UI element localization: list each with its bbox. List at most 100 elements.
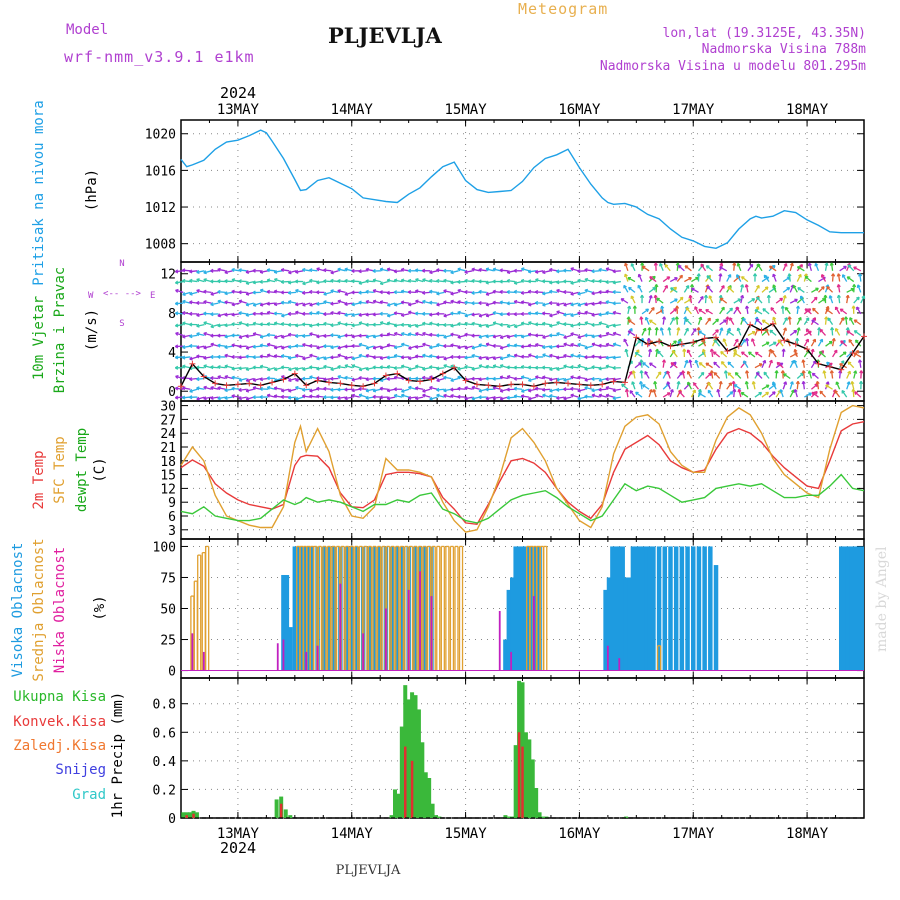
wind-barb-head — [429, 386, 433, 390]
wind-barb-head — [542, 293, 546, 296]
wind-barb — [621, 383, 629, 390]
wind-barb — [443, 394, 452, 398]
wind-barb-head — [605, 301, 609, 305]
wind-barb-head — [245, 355, 249, 359]
wind-barb-head — [549, 379, 553, 382]
precip-bar — [503, 815, 508, 818]
wind-barb — [671, 350, 678, 358]
wind-barb — [542, 270, 551, 274]
wind-barb — [642, 384, 650, 390]
wind-barb-head — [330, 369, 334, 372]
wind-barb-head — [196, 366, 200, 370]
wind-barb — [401, 301, 410, 304]
wind-barb — [231, 268, 240, 272]
wind-barb-head — [393, 367, 398, 371]
wind-barb — [689, 359, 693, 368]
wind-barb-head — [252, 356, 256, 360]
wind-barb-head — [196, 314, 200, 317]
precip-bar — [406, 699, 411, 818]
wind-barb — [846, 370, 851, 379]
wind-barb — [761, 360, 766, 368]
wind-barb — [676, 274, 683, 282]
wind-barb-head — [344, 314, 348, 317]
series-line — [180, 404, 865, 533]
wind-barb — [450, 270, 459, 274]
wind-barb-head — [414, 312, 419, 316]
wind-barb — [514, 324, 523, 328]
wind-barb-head — [415, 300, 419, 304]
wind-barb — [457, 387, 466, 390]
wind-barb-head — [330, 378, 334, 381]
wind-barb — [358, 270, 367, 273]
wind-barb-head — [727, 327, 731, 331]
wind-barb-head — [685, 285, 689, 288]
wind-barb — [175, 396, 184, 399]
wind-barb — [182, 365, 191, 369]
wind-barb — [196, 396, 205, 400]
wind-barb-head — [541, 367, 546, 370]
wind-barb — [295, 377, 304, 382]
wind-barb — [485, 365, 494, 369]
wind-barb — [528, 321, 537, 326]
wind-barb — [464, 396, 473, 400]
wind-barb-head — [741, 351, 744, 356]
wind-barb — [528, 344, 537, 347]
wind-barb — [584, 367, 593, 370]
wind-barb — [443, 279, 452, 283]
y-tick-label: 25 — [160, 634, 176, 649]
wind-barb — [697, 371, 705, 379]
wind-barb — [358, 354, 367, 358]
wind-barb-head — [485, 304, 490, 307]
wind-barb-head — [316, 303, 320, 306]
wind-barb-head — [273, 395, 277, 399]
wind-barb — [777, 339, 784, 347]
wind-barb-head — [605, 343, 609, 347]
wind-barb — [358, 301, 367, 304]
wind-barb — [351, 388, 360, 392]
cloud-bar — [838, 546, 844, 671]
wind-barb-head — [309, 312, 313, 316]
wind-barb-head — [563, 304, 567, 307]
wind-barb — [358, 322, 367, 326]
wind-barb-head — [549, 395, 553, 399]
wind-barb-head — [316, 347, 320, 350]
wind-barb — [698, 392, 706, 398]
wind-barb-head — [542, 376, 546, 380]
wind-barb-head — [280, 269, 284, 273]
wind-barb-head — [464, 301, 468, 305]
wind-barb — [796, 381, 799, 390]
wind-barb — [738, 389, 742, 398]
wind-barb — [556, 289, 565, 293]
wind-barb-head — [231, 269, 235, 272]
wind-barb — [570, 376, 579, 380]
wind-barb — [429, 333, 438, 337]
wind-barb — [785, 307, 791, 315]
wind-barb — [429, 366, 438, 369]
wind-barb-head — [358, 270, 362, 274]
day-label-top: 14MAY — [331, 102, 374, 118]
wind-barb-head — [732, 262, 735, 266]
day-label-top: 15MAY — [445, 102, 488, 118]
wind-barb — [238, 269, 247, 272]
wind-barb — [358, 343, 367, 347]
wind-barb — [598, 344, 607, 347]
cloud-bar — [513, 546, 518, 671]
wind-barb — [783, 373, 791, 380]
wind-barb — [175, 387, 184, 390]
wind-barb-head — [323, 293, 327, 296]
wind-barb — [684, 265, 692, 272]
wind-barb — [751, 338, 756, 347]
wind-barb — [584, 269, 593, 272]
wind-barb-head — [499, 376, 503, 380]
wind-barb — [189, 270, 198, 273]
wind-barb-head — [677, 338, 682, 342]
wind-barb-head — [478, 365, 482, 369]
wind-barb-head — [443, 290, 447, 294]
wind-barb — [238, 356, 247, 359]
wind-barb-head — [210, 343, 214, 347]
wind-barb — [274, 355, 283, 358]
wind-barb — [708, 295, 714, 304]
wind-barb — [598, 367, 607, 370]
wind-barb — [819, 351, 826, 358]
y-tick-label: 0.6 — [153, 726, 176, 741]
